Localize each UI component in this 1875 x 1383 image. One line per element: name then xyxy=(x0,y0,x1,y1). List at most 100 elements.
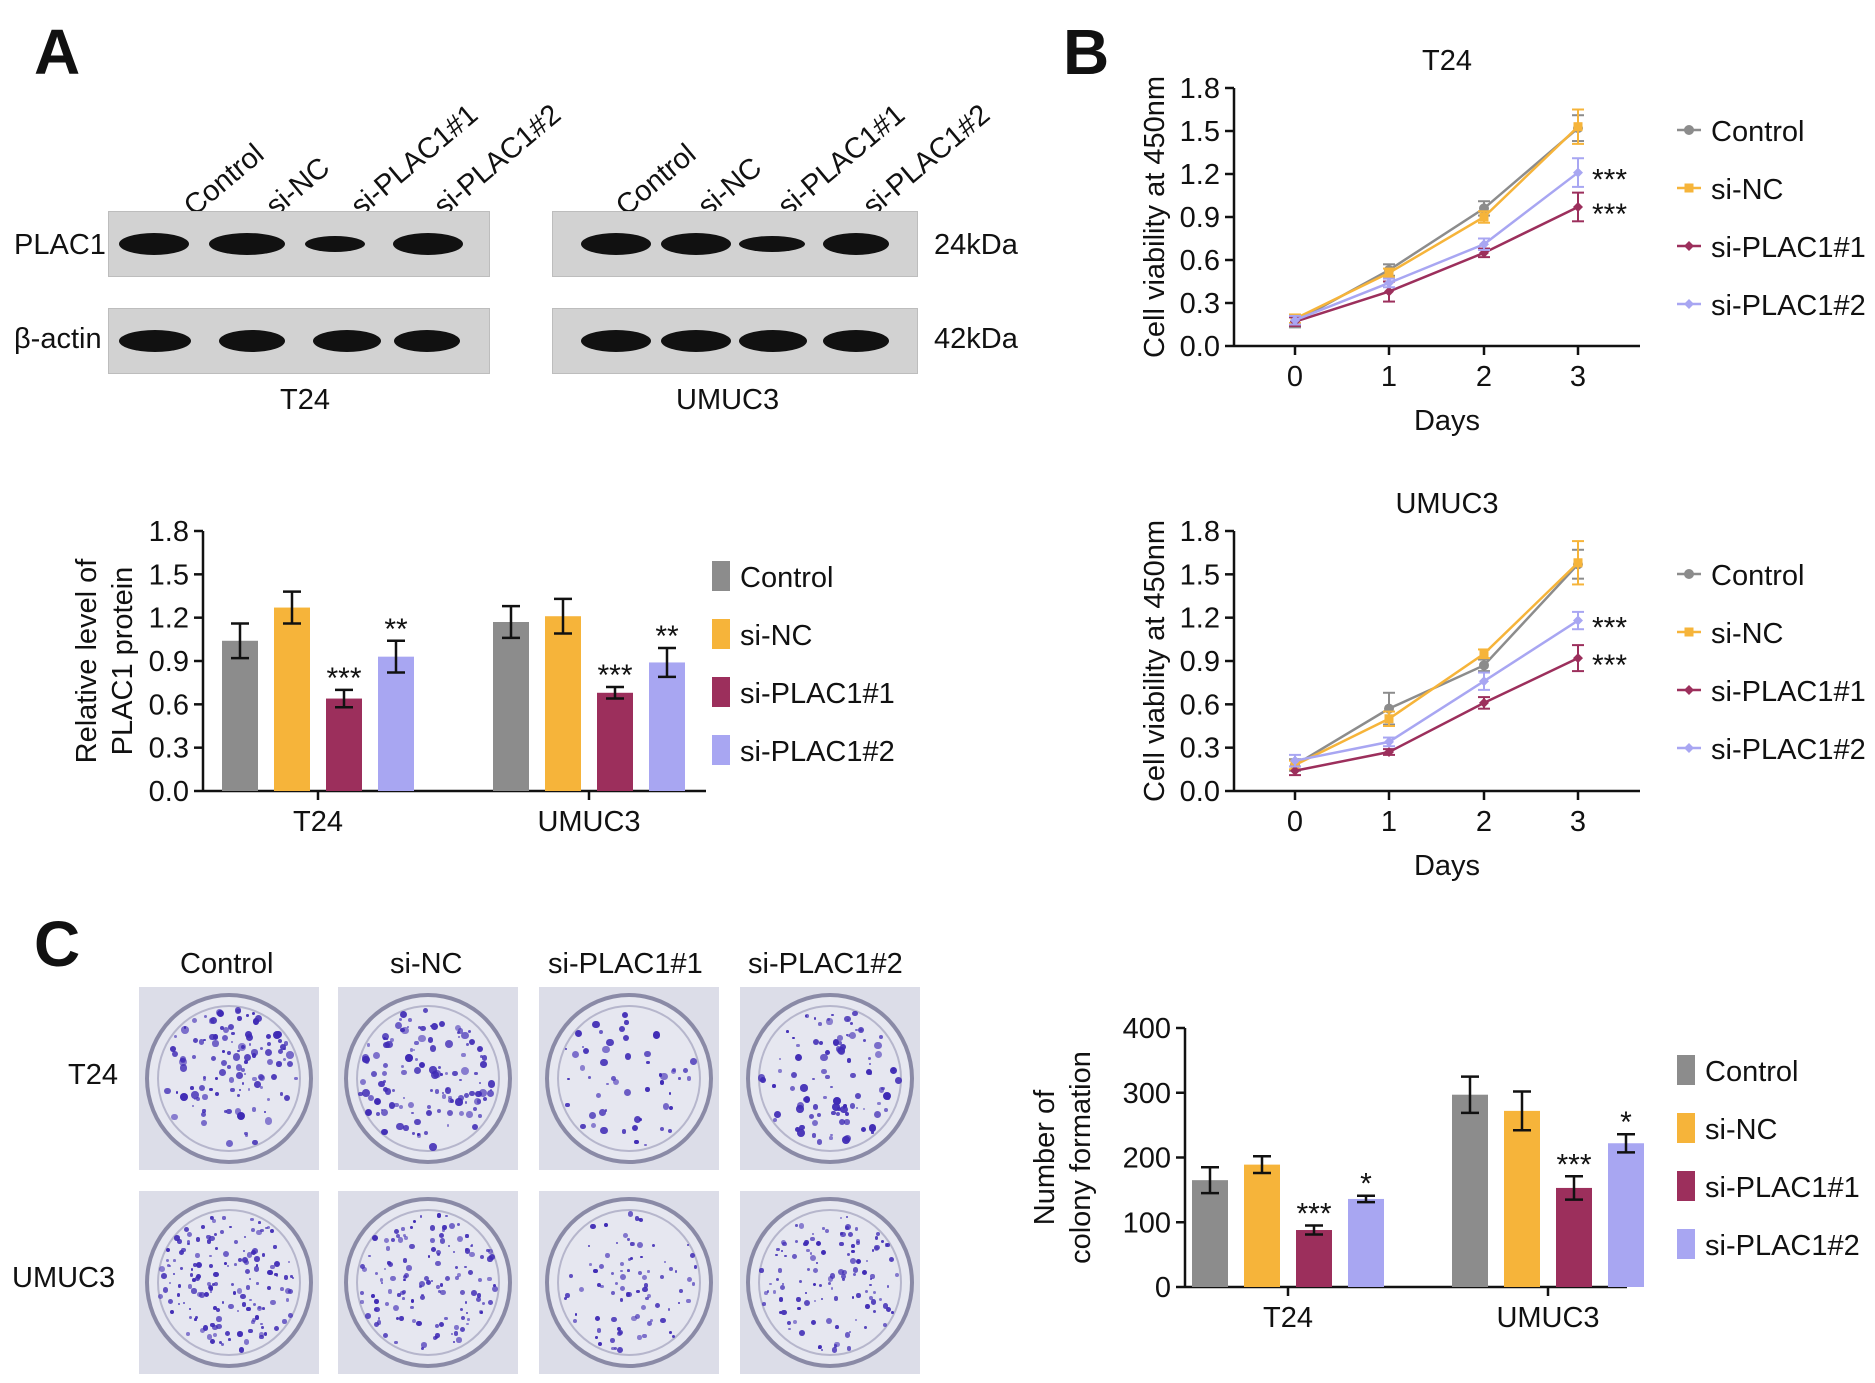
b-umuc3-x-tick-label: 2 xyxy=(1476,806,1492,838)
a-bar-y-axis-label-line2: PLAC1 protein xyxy=(107,567,139,756)
b-umuc3-data-point-si-plac1-2 xyxy=(1573,615,1583,626)
b-umuc3-legend-label-si-nc: si-NC xyxy=(1711,618,1784,650)
c-bar-legend-label-si-nc: si-NC xyxy=(1705,1114,1778,1146)
c-bar-y-tick-label: 400 xyxy=(1123,1013,1171,1045)
c-bar-legend-label-si-plac1-1: si-PLAC1#1 xyxy=(1705,1172,1860,1204)
a-bar-y-axis-label-line1: Relative level of xyxy=(71,558,103,764)
c-bar-significance-label: *** xyxy=(1296,1197,1331,1230)
c-bar-y-tick-label: 300 xyxy=(1123,1078,1171,1110)
b-t24-series-line-si-plac1-2 xyxy=(1294,171,1579,322)
b-t24-legend-marker xyxy=(1684,183,1694,193)
b-umuc3-legend-marker xyxy=(1684,685,1694,695)
b-t24-data-point-si-plac1-2 xyxy=(1573,167,1583,178)
b-umuc3-y-tick-label: 0.3 xyxy=(1180,733,1220,765)
c-bar-bar-si-nc-t24 xyxy=(1244,1164,1280,1287)
a-bar-bar-control-t24 xyxy=(222,640,258,791)
c-bar-bar-control-t24 xyxy=(1192,1180,1228,1287)
b-t24-x-tick-label: 1 xyxy=(1381,361,1397,393)
a-bar-bar-si-plac1-2-umuc3 xyxy=(649,662,685,791)
c-bar-legend-swatch xyxy=(1677,1055,1695,1085)
b-umuc3-data-point-si-nc xyxy=(1479,649,1489,659)
b-umuc3-legend-marker xyxy=(1684,569,1694,579)
c-bar-bar-si-plac1-2-umuc3 xyxy=(1608,1143,1644,1287)
a-bar-y-tick-label: 0.3 xyxy=(149,733,189,765)
b-umuc3-x-tick-label: 0 xyxy=(1287,806,1303,838)
a-bar-x-tick-label-t24: T24 xyxy=(293,806,343,838)
b-umuc3-data-point-si-plac1-2 xyxy=(1479,676,1489,687)
b-t24-y-tick-label: 0.9 xyxy=(1180,202,1220,234)
c-bar-bar-si-plac1-1-t24 xyxy=(1296,1230,1332,1287)
b-t24-legend-label-control: Control xyxy=(1711,116,1805,148)
a-bar-y-tick-label: 1.5 xyxy=(149,559,189,591)
b-umuc3-series-line-si-nc xyxy=(1294,561,1579,767)
b-umuc3-series-line-si-plac1-2 xyxy=(1294,619,1579,762)
b-umuc3-data-point-si-plac1-2 xyxy=(1384,736,1394,747)
b-t24-data-point-si-plac1-2 xyxy=(1290,315,1300,326)
b-t24-data-point-si-plac1-1 xyxy=(1573,201,1583,212)
a-bar-bar-si-plac1-1-t24 xyxy=(326,698,362,791)
b-t24-x-tick-label: 3 xyxy=(1570,361,1586,393)
b-t24-legend-label-si-plac1-2: si-PLAC1#2 xyxy=(1711,290,1866,322)
b-umuc3-x-tick-label: 3 xyxy=(1570,806,1586,838)
b-umuc3-significance-label: *** xyxy=(1592,649,1627,682)
b-t24-y-tick-label: 0.3 xyxy=(1180,288,1220,320)
a-bar-y-tick-label: 0.9 xyxy=(149,646,189,678)
b-umuc3-x-axis-label: Days xyxy=(1414,850,1480,882)
b-umuc3-y-tick-label: 0.6 xyxy=(1180,689,1220,721)
a-bar-legend-swatch xyxy=(712,619,730,649)
a-bar-bar-si-plac1-2-t24 xyxy=(378,656,414,791)
b-umuc3-series-line-control xyxy=(1294,563,1579,767)
b-t24-y-tick-label: 0.6 xyxy=(1180,245,1220,277)
b-t24-y-tick-label: 1.2 xyxy=(1180,159,1220,191)
a-bar-bar-si-plac1-1-umuc3 xyxy=(597,692,633,791)
b-t24-series-line-si-nc xyxy=(1294,125,1579,320)
b-umuc3-title: UMUC3 xyxy=(1395,488,1498,520)
a-bar-bar-si-nc-t24 xyxy=(274,607,310,791)
b-umuc3-data-point-si-plac1-1 xyxy=(1384,747,1394,757)
a-bar-legend-swatch xyxy=(712,735,730,765)
a-bar-y-tick-label: 0.0 xyxy=(149,776,189,808)
a-bar-y-tick-label: 0.6 xyxy=(149,689,189,721)
b-t24-significance-label: *** xyxy=(1592,198,1627,231)
b-t24-legend-label-si-nc: si-NC xyxy=(1711,174,1784,206)
b-t24-legend-marker xyxy=(1684,299,1694,309)
b-t24-legend-label-si-plac1-1: si-PLAC1#1 xyxy=(1711,232,1866,264)
b-umuc3-data-point-control xyxy=(1479,660,1489,671)
c-bar-legend-swatch xyxy=(1677,1229,1695,1259)
c-bar-legend-swatch xyxy=(1677,1113,1695,1143)
b-umuc3-legend-label-control: Control xyxy=(1711,560,1805,592)
b-t24-data-point-si-plac1-2 xyxy=(1384,277,1394,288)
a-bar-legend-label-si-plac1-2: si-PLAC1#2 xyxy=(740,736,895,768)
c-bar-legend-label-control: Control xyxy=(1705,1056,1799,1088)
a-bar-significance-label: ** xyxy=(384,613,408,646)
b-umuc3-y-tick-label: 1.8 xyxy=(1180,516,1220,548)
b-umuc3-y-tick-label: 0.0 xyxy=(1180,776,1220,808)
b-umuc3-y-tick-label: 1.5 xyxy=(1180,559,1220,591)
b-umuc3-data-point-si-plac1-1 xyxy=(1573,653,1583,664)
a-bar-bar-control-umuc3 xyxy=(493,622,529,791)
c-bar-bar-control-umuc3 xyxy=(1452,1094,1488,1287)
c-bar-x-tick-label-umuc3: UMUC3 xyxy=(1496,1302,1599,1334)
a-bar-legend-swatch xyxy=(712,561,730,591)
a-bar-legend-label-si-nc: si-NC xyxy=(740,620,813,652)
b-t24-y-tick-label: 0.0 xyxy=(1180,331,1220,363)
c-bar-y-axis-label-line2: colony formation xyxy=(1065,1051,1097,1264)
b-t24-data-point-si-plac1-1 xyxy=(1384,286,1394,297)
b-umuc3-legend-marker xyxy=(1684,743,1694,753)
c-bar-legend-label-si-plac1-2: si-PLAC1#2 xyxy=(1705,1230,1860,1262)
b-umuc3-legend-label-si-plac1-2: si-PLAC1#2 xyxy=(1711,734,1866,766)
a-bar-x-tick-label-umuc3: UMUC3 xyxy=(537,806,640,838)
c-bar-y-tick-label: 100 xyxy=(1123,1207,1171,1239)
b-t24-data-point-si-nc xyxy=(1573,122,1583,132)
c-bar-significance-label: * xyxy=(1360,1168,1372,1201)
b-t24-y-axis-label: Cell viability at 450nm xyxy=(1139,76,1171,358)
a-bar-significance-label: *** xyxy=(326,662,361,695)
b-t24-y-tick-label: 1.5 xyxy=(1180,116,1220,148)
c-bar-y-tick-label: 0 xyxy=(1155,1272,1171,1304)
b-umuc3-significance-label: *** xyxy=(1592,612,1627,645)
a-bar-legend-swatch xyxy=(712,677,730,707)
a-bar-y-tick-label: 1.2 xyxy=(149,603,189,635)
a-bar-legend-label-control: Control xyxy=(740,562,834,594)
b-t24-legend-marker xyxy=(1684,125,1694,135)
